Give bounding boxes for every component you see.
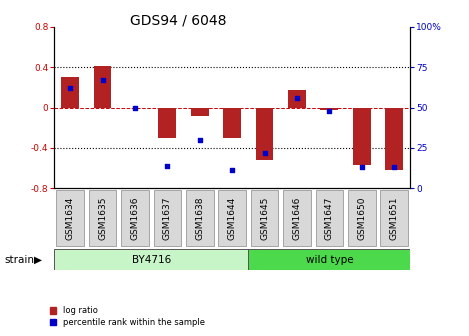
FancyBboxPatch shape	[56, 191, 84, 246]
FancyBboxPatch shape	[251, 191, 278, 246]
Bar	[223, 108, 241, 138]
Text: ▶: ▶	[34, 255, 42, 264]
Text: GSM1645: GSM1645	[260, 197, 269, 240]
Text: GSM1650: GSM1650	[357, 197, 366, 240]
FancyBboxPatch shape	[186, 191, 213, 246]
Point	[164, 163, 171, 168]
Text: strain: strain	[5, 255, 35, 264]
Text: BY4716: BY4716	[131, 255, 171, 264]
Point	[67, 85, 74, 91]
Text: GSM1634: GSM1634	[66, 197, 75, 240]
Text: GDS94 / 6048: GDS94 / 6048	[130, 13, 227, 28]
FancyBboxPatch shape	[348, 191, 376, 246]
Bar	[256, 108, 273, 160]
Text: GSM1651: GSM1651	[390, 197, 399, 240]
Point	[196, 137, 204, 142]
Point	[228, 168, 236, 173]
Bar	[94, 66, 112, 108]
FancyBboxPatch shape	[316, 191, 343, 246]
FancyBboxPatch shape	[89, 191, 116, 246]
Text: GSM1644: GSM1644	[227, 197, 237, 240]
Text: GSM1637: GSM1637	[163, 197, 172, 240]
FancyBboxPatch shape	[54, 249, 249, 270]
Text: GSM1635: GSM1635	[98, 197, 107, 240]
Bar	[385, 108, 403, 170]
Point	[99, 77, 106, 83]
Bar	[159, 108, 176, 138]
Point	[261, 150, 268, 155]
Point	[325, 108, 333, 114]
Text: wild type: wild type	[305, 255, 353, 264]
FancyBboxPatch shape	[380, 191, 408, 246]
Point	[358, 165, 365, 170]
Legend: log ratio, percentile rank within the sample: log ratio, percentile rank within the sa…	[46, 303, 208, 330]
Text: GSM1646: GSM1646	[293, 197, 302, 240]
Bar	[191, 108, 209, 116]
Text: GSM1636: GSM1636	[130, 197, 139, 240]
Bar	[320, 108, 338, 110]
Point	[293, 95, 301, 100]
FancyBboxPatch shape	[153, 191, 181, 246]
FancyBboxPatch shape	[219, 191, 246, 246]
Text: GSM1638: GSM1638	[195, 197, 204, 240]
Bar	[288, 90, 306, 108]
FancyBboxPatch shape	[283, 191, 311, 246]
Bar	[353, 108, 371, 165]
FancyBboxPatch shape	[121, 191, 149, 246]
Point	[131, 105, 139, 110]
Point	[390, 165, 398, 170]
Text: GSM1647: GSM1647	[325, 197, 334, 240]
Bar	[61, 77, 79, 108]
FancyBboxPatch shape	[249, 249, 410, 270]
